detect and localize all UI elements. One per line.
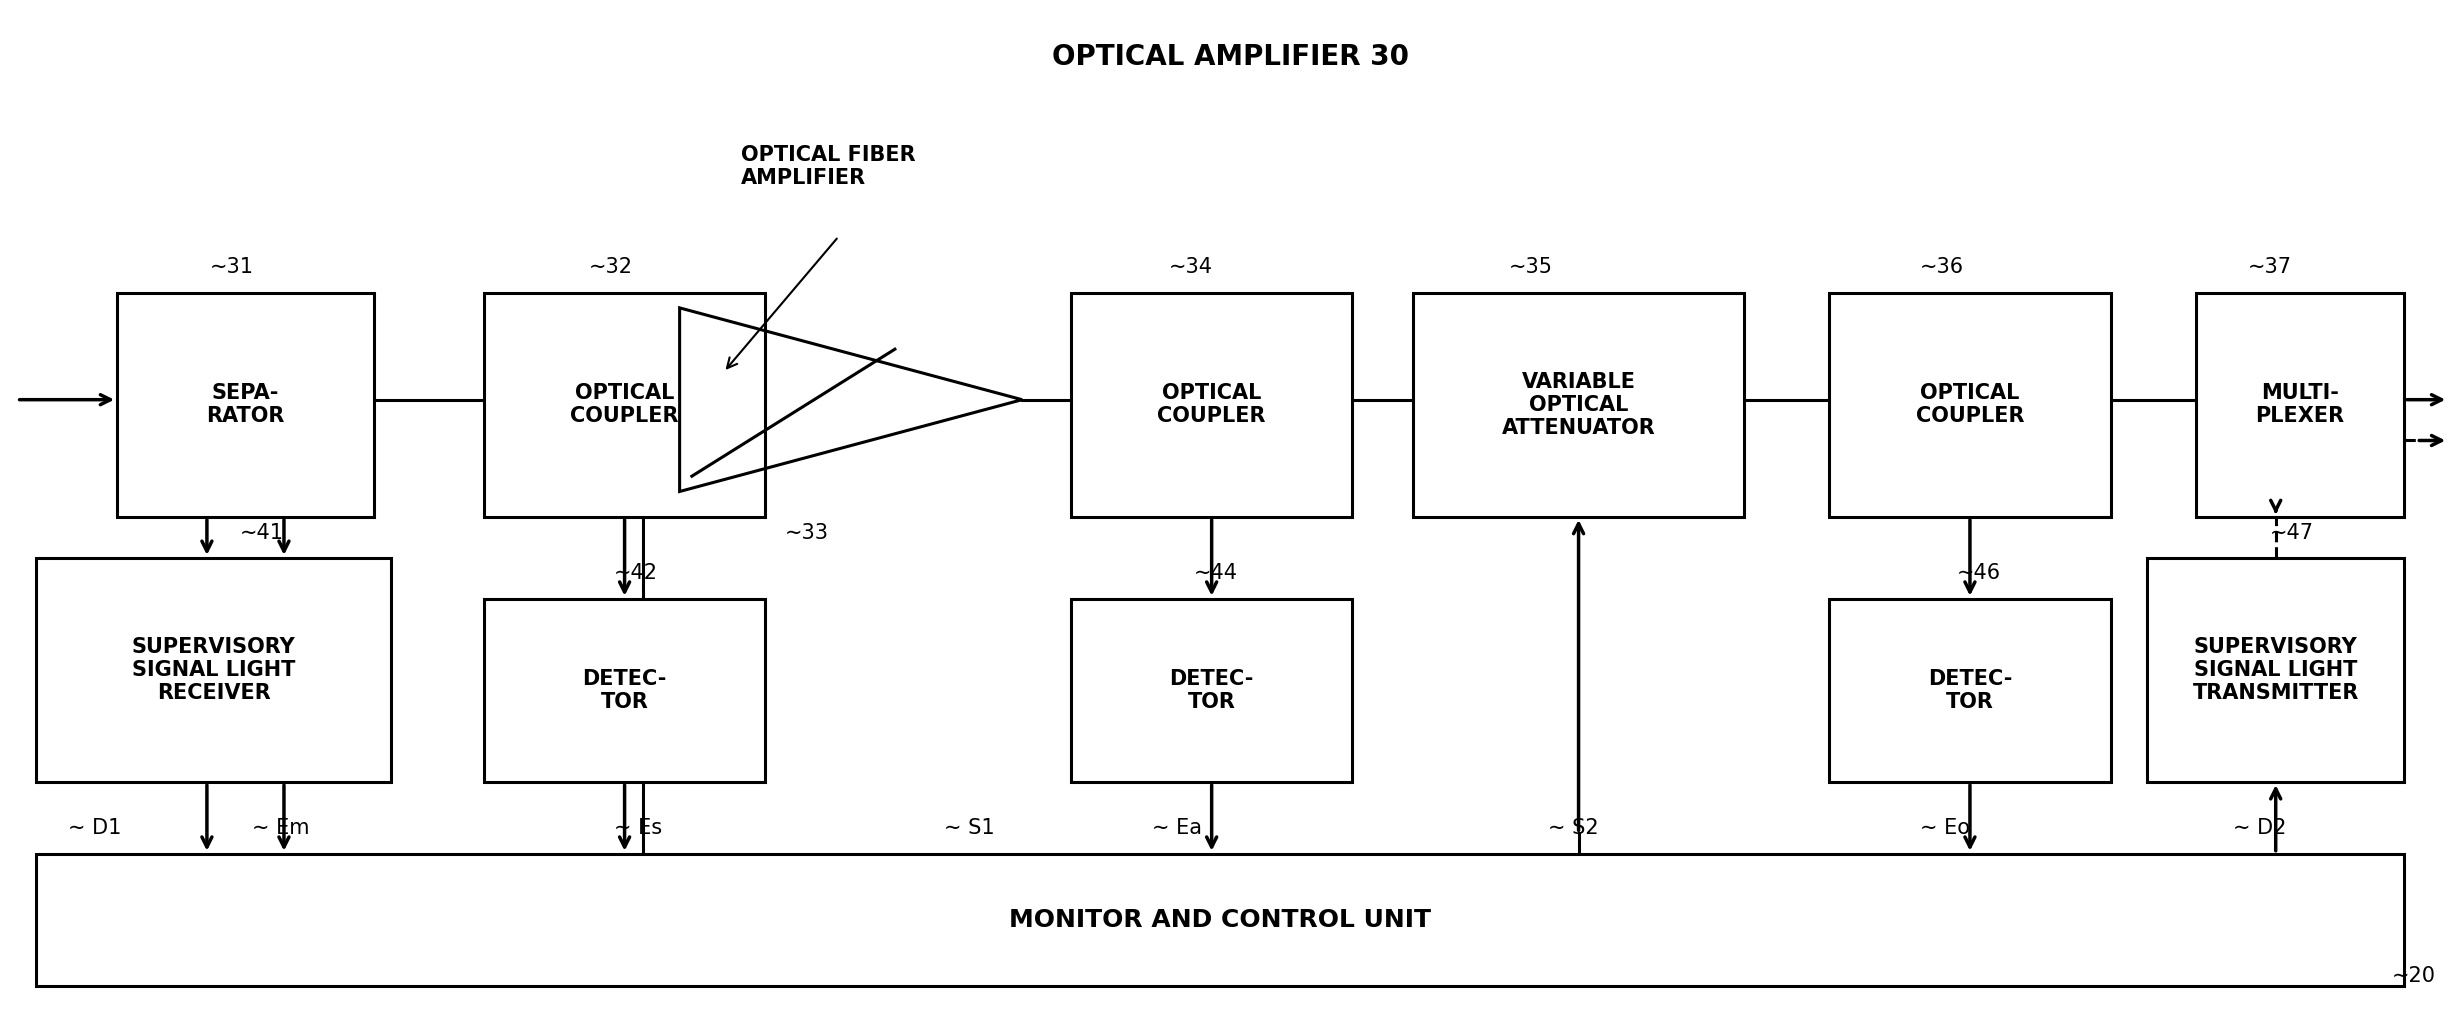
FancyBboxPatch shape — [485, 599, 765, 783]
Text: ∼32: ∼32 — [588, 257, 632, 277]
FancyBboxPatch shape — [1414, 293, 1744, 517]
Text: ∼ S2: ∼ S2 — [1547, 818, 1599, 838]
Text: ∼20: ∼20 — [2391, 966, 2435, 986]
Text: ∼ Em: ∼ Em — [251, 818, 310, 838]
Text: OPTICAL AMPLIFIER 30: OPTICAL AMPLIFIER 30 — [1050, 42, 1410, 70]
Text: MULTI-
PLEXER: MULTI- PLEXER — [2256, 384, 2344, 426]
Text: ∼41: ∼41 — [239, 522, 283, 543]
FancyBboxPatch shape — [118, 293, 374, 517]
Text: DETEC-
TOR: DETEC- TOR — [1929, 669, 2012, 712]
Text: ∼ S1: ∼ S1 — [945, 818, 994, 838]
Text: SEPA-
RATOR: SEPA- RATOR — [207, 384, 285, 426]
FancyBboxPatch shape — [37, 854, 2403, 986]
Text: MONITOR AND CONTROL UNIT: MONITOR AND CONTROL UNIT — [1009, 908, 1432, 932]
Text: ∼ Eo: ∼ Eo — [1919, 818, 1970, 838]
Text: ∼34: ∼34 — [1168, 257, 1213, 277]
Text: ∼44: ∼44 — [1193, 564, 1237, 583]
Text: ∼ Es: ∼ Es — [613, 818, 662, 838]
Text: DETEC-
TOR: DETEC- TOR — [1168, 669, 1255, 712]
FancyBboxPatch shape — [1830, 293, 2111, 517]
Text: ∼35: ∼35 — [1508, 257, 1552, 277]
Text: OPTICAL
COUPLER: OPTICAL COUPLER — [1156, 384, 1267, 426]
FancyBboxPatch shape — [1830, 599, 2111, 783]
Text: ∼47: ∼47 — [2271, 522, 2312, 543]
Text: ∼ D2: ∼ D2 — [2234, 818, 2285, 838]
Text: ∼ D1: ∼ D1 — [69, 818, 121, 838]
FancyBboxPatch shape — [485, 293, 765, 517]
Text: ∼33: ∼33 — [785, 522, 829, 543]
Text: ∼ Ea: ∼ Ea — [1151, 818, 1203, 838]
Text: ∼31: ∼31 — [209, 257, 253, 277]
Text: ∼46: ∼46 — [1956, 564, 2000, 583]
Text: ∼37: ∼37 — [2248, 257, 2293, 277]
Text: DETEC-
TOR: DETEC- TOR — [583, 669, 667, 712]
FancyBboxPatch shape — [2197, 293, 2403, 517]
Text: SUPERVISORY
SIGNAL LIGHT
TRANSMITTER: SUPERVISORY SIGNAL LIGHT TRANSMITTER — [2192, 637, 2359, 703]
Text: VARIABLE
OPTICAL
ATTENUATOR: VARIABLE OPTICAL ATTENUATOR — [1501, 371, 1656, 438]
Text: OPTICAL FIBER
AMPLIFIER: OPTICAL FIBER AMPLIFIER — [740, 145, 915, 188]
Text: OPTICAL
COUPLER: OPTICAL COUPLER — [571, 384, 679, 426]
Text: ∼36: ∼36 — [1919, 257, 1963, 277]
Text: SUPERVISORY
SIGNAL LIGHT
RECEIVER: SUPERVISORY SIGNAL LIGHT RECEIVER — [133, 637, 295, 703]
FancyBboxPatch shape — [2148, 557, 2403, 783]
FancyBboxPatch shape — [1070, 293, 1353, 517]
FancyBboxPatch shape — [1070, 599, 1353, 783]
Text: ∼42: ∼42 — [613, 564, 657, 583]
FancyBboxPatch shape — [37, 557, 391, 783]
Text: OPTICAL
COUPLER: OPTICAL COUPLER — [1916, 384, 2025, 426]
